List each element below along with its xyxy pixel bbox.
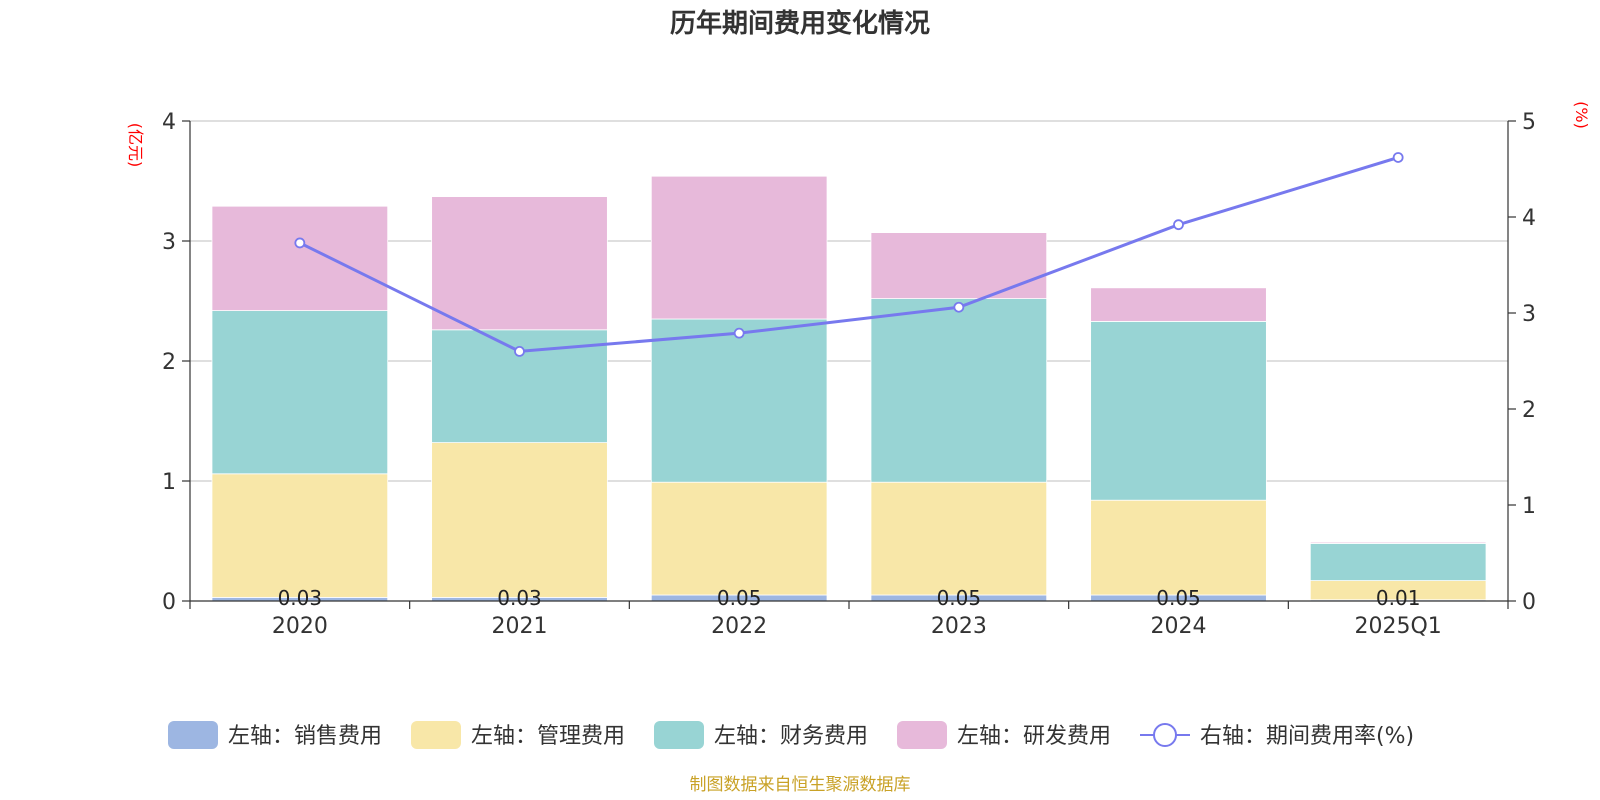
bar	[1309, 543, 1487, 582]
x-axis-tick-label: 2022	[711, 614, 767, 639]
left-axis-tick-label: 2	[162, 350, 176, 375]
data-label: 0.05	[1156, 586, 1201, 610]
bar	[870, 232, 1048, 300]
right-axis-tick-label: 4	[1522, 206, 1536, 231]
legend-swatch	[897, 721, 947, 749]
legend-swatch	[654, 721, 704, 749]
legend-label: 左轴：财务费用	[714, 724, 868, 749]
bar	[211, 310, 389, 475]
legend-item[interactable]: 右轴：期间费用率(%)	[1140, 723, 1414, 749]
chart-title: 历年期间费用变化情况	[670, 8, 930, 39]
rate-point	[1173, 219, 1184, 231]
legend-label: 左轴：研发费用	[957, 724, 1111, 749]
data-label: 0.03	[497, 586, 542, 610]
bar	[1090, 320, 1267, 501]
x-axis-tick-label: 2021	[492, 614, 548, 639]
left-axis-tick-label: 1	[162, 470, 176, 495]
x-axis-tick-label: 2020	[272, 614, 328, 639]
x-axis-tick-label: 2024	[1151, 614, 1207, 639]
bar	[650, 318, 828, 483]
left-axis-tick-label: 0	[162, 590, 176, 615]
bar	[1090, 499, 1267, 596]
right-axis-tick-label: 3	[1522, 302, 1536, 327]
bar	[431, 442, 608, 598]
bar	[870, 481, 1048, 596]
bar	[650, 481, 828, 596]
data-labels: 0.03 0.03 0.05 0.05 0.05 0.01	[278, 586, 1421, 610]
axes: 0 1 2 3 4 0 1 2 3 4 5 2020 2021 2022 2023 2024 2025Q1	[162, 110, 1536, 639]
x-axis-tick-label: 2025Q1	[1355, 614, 1442, 639]
legend-item[interactable]: 左轴：财务费用	[654, 721, 868, 749]
bar	[870, 298, 1048, 483]
rate-point	[733, 327, 745, 339]
legend-label: 左轴：销售费用	[228, 724, 382, 749]
legend-swatch	[411, 721, 461, 749]
rate-point	[514, 345, 525, 357]
legend-label: 右轴：期间费用率(%)	[1200, 724, 1414, 749]
right-axis-tick-label: 5	[1522, 110, 1536, 135]
legend-item[interactable]: 左轴：研发费用	[897, 721, 1111, 749]
rate-line	[299, 156, 1399, 353]
data-label: 0.03	[278, 586, 323, 610]
bar	[211, 473, 389, 598]
left-axis-unit: (亿元)	[126, 123, 145, 168]
data-label: 0.05	[717, 586, 762, 610]
grid-lines	[190, 120, 1508, 482]
bars	[211, 175, 1487, 602]
right-axis-tick-label: 2	[1522, 398, 1536, 423]
right-axis-tick-label: 1	[1522, 494, 1536, 519]
left-axis-tick-label: 4	[162, 110, 176, 135]
rate-point	[1392, 152, 1404, 163]
legend[interactable]: 左轴：销售费用 左轴：管理费用 左轴：财务费用 左轴：研发费用 右轴：期间费用率(%)	[168, 721, 1414, 749]
rate-line-series	[294, 152, 1404, 357]
legend-label: 左轴：管理费用	[471, 724, 625, 749]
right-axis-unit: (%)	[1572, 101, 1591, 129]
left-axis-tick-label: 3	[162, 230, 176, 255]
rate-point	[294, 237, 306, 249]
x-axis-tick-label: 2023	[931, 614, 987, 639]
bar	[650, 175, 828, 320]
legend-item[interactable]: 左轴：管理费用	[411, 721, 625, 749]
data-label: 0.05	[937, 586, 982, 610]
legend-swatch	[168, 721, 218, 749]
data-source-note: 制图数据来自恒生聚源数据库	[690, 775, 911, 795]
legend-marker	[1153, 723, 1177, 747]
bar	[1309, 541, 1487, 544]
bar	[211, 205, 389, 311]
bar	[431, 196, 608, 331]
right-axis-tick-label: 0	[1522, 590, 1536, 615]
legend-item[interactable]: 左轴：销售费用	[168, 721, 382, 749]
bar	[1090, 287, 1267, 322]
data-label: 0.01	[1376, 586, 1421, 610]
rate-point	[953, 301, 965, 313]
